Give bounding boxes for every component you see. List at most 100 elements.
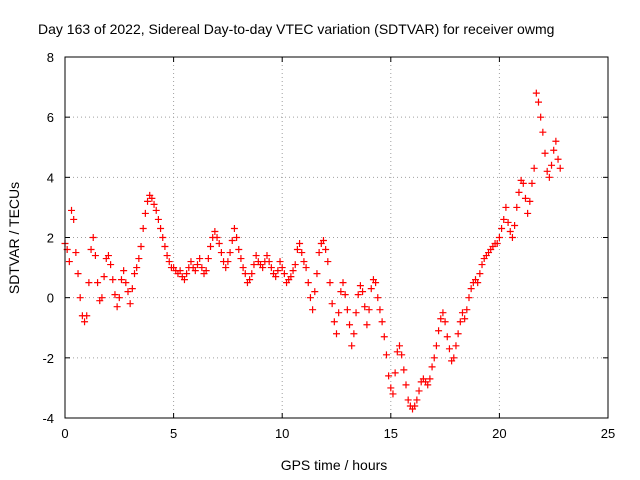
data-point-marker [107, 261, 115, 269]
data-point-marker [404, 396, 412, 404]
data-point-marker [339, 279, 347, 287]
data-point-marker [128, 285, 136, 293]
x-tick-label: 15 [384, 426, 398, 441]
data-point-marker [298, 249, 306, 257]
data-point-marker [467, 285, 475, 293]
y-tick-label: 8 [47, 50, 54, 65]
data-point-marker [180, 276, 188, 284]
data-point-marker [506, 227, 514, 235]
data-point-marker [415, 387, 423, 395]
chart-title: Day 163 of 2022, Sidereal Day-to-day VTE… [38, 21, 554, 37]
data-point-marker [363, 321, 371, 329]
data-point-marker [248, 270, 256, 278]
data-point-marker [445, 345, 453, 353]
data-point-marker [402, 381, 410, 389]
data-point-marker [537, 113, 545, 121]
data-point-marker [76, 294, 84, 302]
data-point-marker [280, 270, 288, 278]
data-point-marker [198, 264, 206, 272]
data-point-marker [193, 261, 201, 269]
data-point-marker [133, 264, 141, 272]
data-point-marker [441, 318, 449, 326]
plot-frame [64, 56, 609, 419]
data-point-marker [287, 273, 295, 281]
data-point-marker [382, 351, 390, 359]
data-point-marker [500, 215, 508, 223]
data-point-marker [424, 381, 432, 389]
data-point-marker [541, 149, 549, 157]
data-point-marker [296, 240, 304, 248]
data-point-marker [350, 330, 358, 338]
data-point-marker [306, 294, 314, 302]
y-tick-labels: -4 -2 0 2 4 6 8 [42, 50, 54, 426]
data-point-marker [157, 224, 165, 232]
data-point-marker [395, 342, 403, 350]
data-point-marker [348, 342, 356, 350]
data-point-marker [68, 206, 76, 214]
data-point-marker [532, 89, 540, 97]
data-point-marker [524, 209, 532, 217]
data-point-marker [465, 294, 473, 302]
data-point-marker [461, 315, 469, 323]
data-point-marker [385, 372, 393, 380]
data-points [61, 89, 564, 413]
data-point-marker [81, 318, 89, 326]
data-point-marker [398, 351, 406, 359]
grid-lines [64, 56, 609, 419]
data-point-marker [187, 258, 195, 266]
data-point-marker [230, 224, 238, 232]
data-point-marker [435, 327, 443, 335]
data-point-marker [319, 237, 327, 245]
data-point-marker [515, 188, 523, 196]
y-axis-label: SDTVAR / TECUs [6, 182, 22, 294]
data-point-marker [311, 288, 319, 296]
data-point-marker [163, 252, 171, 260]
data-point-marker [274, 267, 282, 275]
data-point-marker [87, 246, 95, 254]
data-point-marker [131, 270, 139, 278]
data-point-marker [322, 246, 330, 254]
data-point-marker [367, 285, 375, 293]
data-point-marker [365, 306, 373, 314]
data-point-marker [122, 279, 130, 287]
data-point-marker [463, 306, 471, 314]
y-tick-label: -2 [42, 351, 54, 366]
x-tick-label: 20 [492, 426, 506, 441]
data-point-marker [430, 354, 438, 362]
data-point-marker [196, 255, 204, 263]
data-point-marker [352, 309, 360, 317]
data-point-marker [246, 276, 254, 284]
data-point-marker [426, 375, 434, 383]
data-point-marker [343, 306, 351, 314]
data-point-marker [94, 279, 102, 287]
data-point-marker [137, 243, 145, 251]
data-point-marker [504, 218, 512, 226]
data-point-marker [211, 227, 219, 235]
data-point-marker [250, 261, 258, 269]
data-point-marker [276, 258, 284, 266]
data-point-marker [376, 306, 384, 314]
data-point-marker [432, 342, 440, 350]
data-point-marker [278, 264, 286, 272]
data-point-marker [263, 252, 271, 260]
data-point-marker [117, 276, 125, 284]
data-point-marker [380, 333, 388, 341]
data-point-marker [476, 270, 484, 278]
data-point-marker [252, 252, 260, 260]
data-point-marker [511, 221, 519, 229]
data-point-marker [217, 249, 225, 257]
data-point-marker [109, 276, 117, 284]
data-point-marker [556, 164, 564, 172]
data-point-marker [144, 197, 152, 205]
data-point-marker [528, 179, 536, 187]
data-point-marker [272, 273, 280, 281]
data-point-marker [313, 270, 321, 278]
data-point-marker [411, 402, 419, 410]
data-point-marker [176, 267, 184, 275]
x-tick-label: 0 [61, 426, 68, 441]
data-point-marker [545, 173, 553, 181]
data-point-marker [393, 348, 401, 356]
data-point-marker [72, 249, 80, 257]
data-point-marker [165, 258, 173, 266]
data-point-marker [161, 243, 169, 251]
